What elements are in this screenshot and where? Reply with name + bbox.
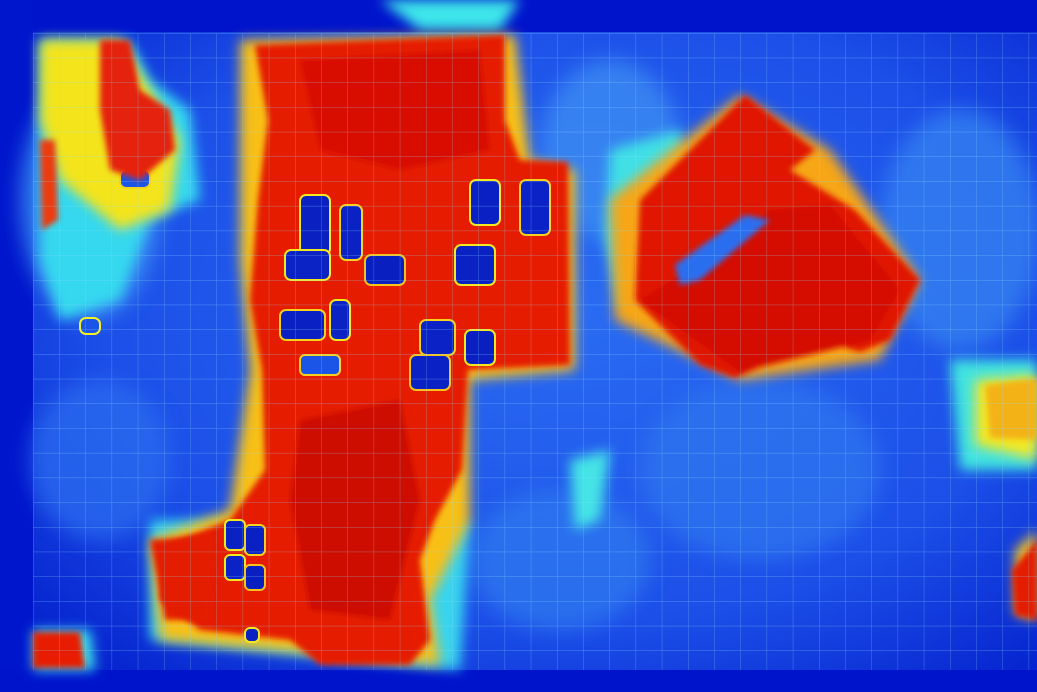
bottom-border-band <box>0 670 1037 692</box>
top-border-band <box>0 0 1037 32</box>
overlay-grid <box>33 33 1037 670</box>
left-border-band <box>0 0 33 692</box>
